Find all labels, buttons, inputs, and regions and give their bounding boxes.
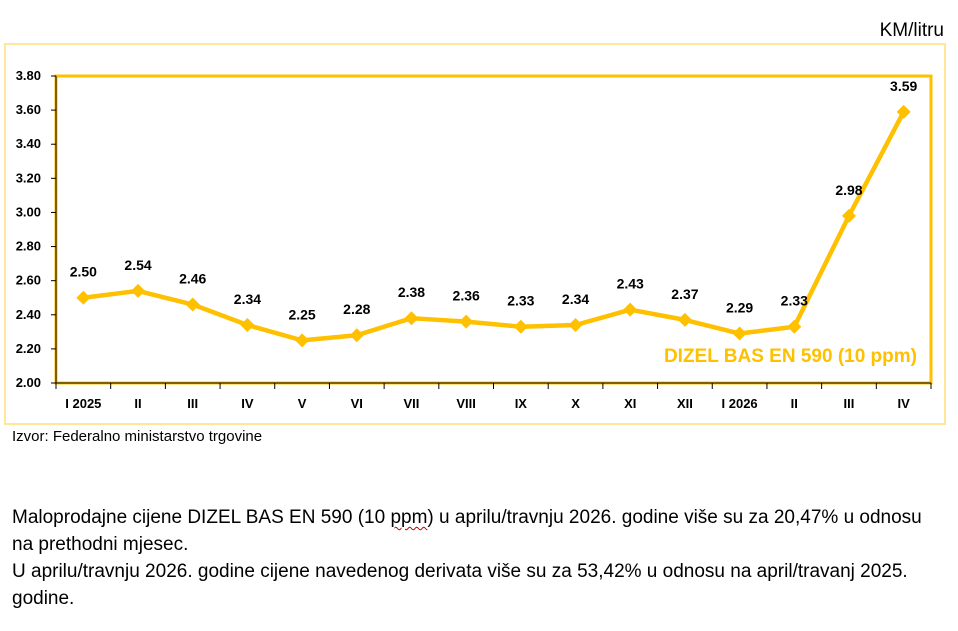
line-chart: 2.00 2.20 2.40 2.60 2.80 3.00 3.20 3.40 3.60 3.80… <box>4 43 946 425</box>
x-tick-label: III <box>187 396 198 411</box>
unit-label: KM/litru <box>879 20 944 41</box>
data-label: 3.59 <box>890 78 917 94</box>
data-label: 2.34 <box>562 291 589 307</box>
data-point-marker <box>677 312 692 327</box>
data-label: 2.29 <box>726 300 753 316</box>
y-tick-label: 2.20 <box>16 341 41 356</box>
x-tick-label: I 2025 <box>65 396 101 411</box>
data-point-marker <box>513 319 528 334</box>
series-legend-label: DIZEL BAS EN 590 (10 ppm) <box>664 346 917 367</box>
y-tick-label: 2.40 <box>16 307 41 322</box>
data-point-marker <box>732 326 747 341</box>
data-label: 2.37 <box>671 286 698 302</box>
description-line-2: U aprilu/travnju 2026. godine cijene nav… <box>12 561 908 609</box>
x-tick-label: I 2026 <box>722 396 758 411</box>
line1-pre: Maloprodajne cijene DIZEL BAS EN 590 (10 <box>12 507 391 528</box>
x-tick-label: VII <box>404 396 420 411</box>
plot-area-border <box>54 74 933 385</box>
x-tick-label: II <box>791 396 798 411</box>
data-point-marker <box>841 208 856 223</box>
data-label: 2.50 <box>70 264 97 280</box>
spellcheck-word: ppm <box>390 507 428 528</box>
data-point-marker <box>568 318 583 333</box>
y-tick-label: 3.60 <box>16 102 41 117</box>
data-label: 2.28 <box>343 301 370 317</box>
y-tick-label: 3.80 <box>16 68 41 83</box>
x-tick-label: IX <box>515 396 528 411</box>
data-point-marker <box>404 311 419 326</box>
data-label: 2.34 <box>234 291 261 307</box>
y-tick-label: 2.00 <box>16 375 41 390</box>
x-tick-label: IV <box>898 396 911 411</box>
x-tick-label: VIII <box>456 396 476 411</box>
x-tick-label: VI <box>351 396 363 411</box>
series-line-dizel <box>83 110 906 343</box>
source-note: Izvor: Federalno ministarstvo trgovine <box>12 428 263 445</box>
y-tick-label: 2.60 <box>16 273 41 288</box>
description-line-1: Maloprodajne cijene DIZEL BAS EN 590 (10… <box>12 504 948 558</box>
data-point-marker <box>896 104 911 119</box>
data-label: 2.25 <box>288 306 315 322</box>
y-tick-label: 3.20 <box>16 170 41 185</box>
data-point-marker <box>131 283 146 298</box>
data-label: 2.36 <box>453 288 480 304</box>
data-label: 2.43 <box>617 276 644 292</box>
data-point-marker <box>459 314 474 329</box>
description-text: Maloprodajne cijene DIZEL BAS EN 590 (10… <box>12 504 948 612</box>
x-tick-label: X <box>571 396 580 411</box>
y-tick-label: 3.00 <box>16 204 41 219</box>
data-point-marker <box>76 290 91 305</box>
data-point-marker <box>787 319 802 334</box>
x-tick-label: V <box>298 396 307 411</box>
data-label: 2.54 <box>124 257 151 273</box>
data-point-marker <box>295 333 310 348</box>
y-tick-label: 2.80 <box>16 239 41 254</box>
data-point-marker <box>623 302 638 317</box>
x-tick-label: III <box>844 396 855 411</box>
data-label: 2.33 <box>781 293 808 309</box>
data-label: 2.46 <box>179 271 206 287</box>
data-point-marker <box>185 297 200 312</box>
chart-outer-border <box>4 43 946 425</box>
line1-post: ) u aprilu/travnju 2026. godine više su … <box>12 507 922 555</box>
x-tick-label: II <box>134 396 141 411</box>
data-label: 2.98 <box>835 182 862 198</box>
data-label: 2.38 <box>398 284 425 300</box>
data-label: 2.33 <box>507 293 534 309</box>
data-point-marker <box>349 328 364 343</box>
y-tick-label: 3.40 <box>16 136 41 151</box>
x-tick-label: XII <box>677 396 693 411</box>
x-tick-label: IV <box>241 396 254 411</box>
x-tick-label: XI <box>624 396 636 411</box>
data-point-marker <box>240 318 255 333</box>
